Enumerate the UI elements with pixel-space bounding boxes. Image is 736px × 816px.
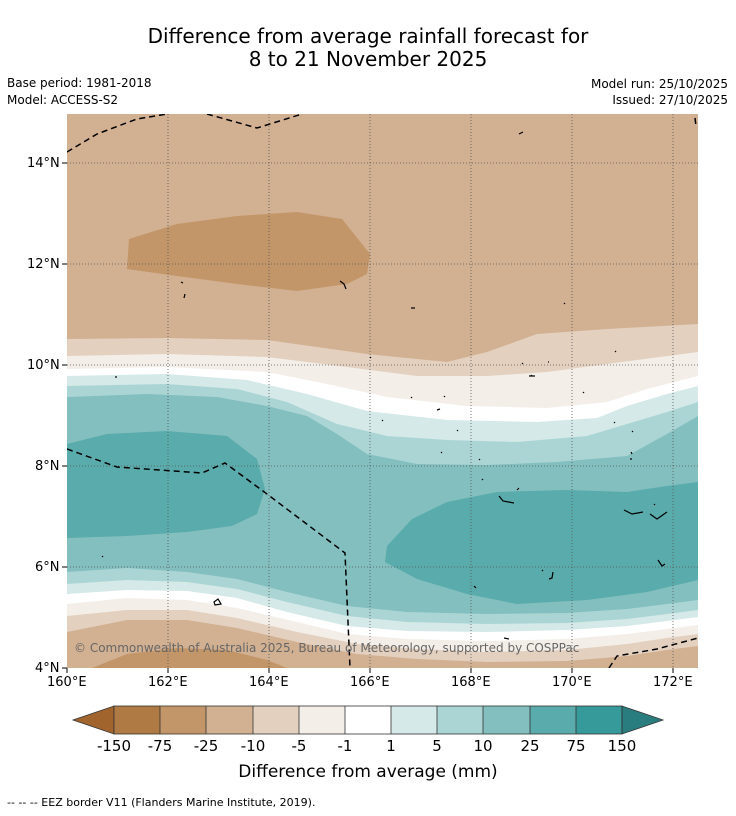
issued-date: Issued: 27/10/2025 — [612, 93, 728, 107]
colorbar-swatch — [391, 706, 437, 734]
colorbar-label: -75 — [147, 737, 173, 755]
colorbar-label: 25 — [520, 737, 540, 755]
colorbar-title: Difference from average (mm) — [238, 762, 498, 782]
colorbar-swatch — [160, 706, 206, 734]
wet-patch-east — [385, 482, 698, 604]
colorbar-swatch — [345, 706, 391, 734]
colorbar-label: -5 — [291, 737, 307, 755]
colorbar-arrow-left — [71, 705, 115, 735]
colorbar-outline — [113, 705, 623, 735]
lon-label-162e: 162°E — [148, 675, 188, 690]
title-line-2: 8 to 21 November 2025 — [248, 47, 488, 71]
lat-label-6n: 6°N — [35, 560, 60, 575]
graticule — [67, 114, 698, 668]
colorbar-label: -150 — [96, 737, 132, 755]
lon-label-172e: 172°E — [653, 675, 693, 690]
colorbar-swatch — [483, 706, 530, 734]
lat-label-4n: 4°N — [35, 661, 60, 676]
colorbar-swatch — [206, 706, 253, 734]
colorbar — [71, 705, 665, 735]
colorbar-label: 5 — [432, 737, 442, 755]
eez-footnote: -- -- -- EEZ border V11 (Flanders Marine… — [7, 796, 316, 809]
colorbar-swatch — [437, 706, 483, 734]
dry-patch-north — [127, 212, 370, 291]
islands — [101, 131, 668, 640]
rainfall-map-svg — [67, 114, 698, 668]
colorbar-swatch — [114, 706, 160, 734]
colorbar-swatch — [299, 706, 345, 734]
lat-label-10n: 10°N — [27, 358, 60, 373]
colorbar-label: 10 — [473, 737, 493, 755]
colorbar-label: 75 — [566, 737, 586, 755]
wet-patch-west — [67, 431, 265, 538]
lat-label-14n: 14°N — [27, 156, 60, 171]
colorbar-dividers — [159, 706, 577, 734]
model-name: Model: ACCESS-S2 — [7, 93, 119, 107]
eez-borders — [67, 114, 698, 668]
lon-label-168e: 168°E — [451, 675, 491, 690]
colorbar-swatch — [530, 706, 576, 734]
lon-label-170e: 170°E — [552, 675, 592, 690]
colorbar-swatch — [576, 706, 622, 734]
lon-label-164e: 164°E — [249, 675, 289, 690]
colorbar-label: -1 — [337, 737, 353, 755]
colorbar-label: -25 — [193, 737, 219, 755]
colorbar-label: 150 — [607, 737, 637, 755]
map-copyright: © Commonwealth of Australia 2025, Bureau… — [74, 641, 580, 655]
title-line-1: Difference from average rainfall forecas… — [147, 24, 589, 48]
colorbar-swatch — [253, 706, 299, 734]
lat-label-8n: 8°N — [35, 459, 60, 474]
lat-label-12n: 12°N — [27, 257, 60, 272]
colorbar-label: -10 — [240, 737, 266, 755]
lon-label-160e: 160°E — [47, 675, 87, 690]
base-period: Base period: 1981-2018 — [7, 76, 152, 90]
dry-patch-south — [92, 648, 287, 668]
model-run: Model run: 25/10/2025 — [590, 77, 728, 91]
colorbar-arrow-right — [621, 705, 665, 735]
colorbar-label: 1 — [386, 737, 396, 755]
lon-label-166e: 166°E — [350, 675, 390, 690]
rainfall-map — [67, 114, 698, 668]
axis-ticks — [62, 162, 674, 673]
